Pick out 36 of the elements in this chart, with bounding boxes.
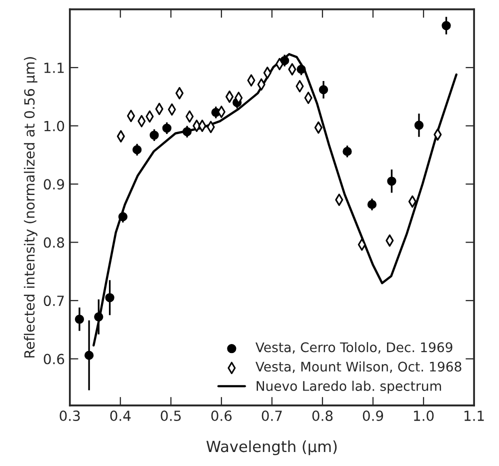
point [182, 127, 192, 136]
x-tick-label: 0.5 [160, 410, 181, 422]
x-tick-label: 0.7 [262, 410, 282, 422]
point [84, 350, 94, 360]
point [342, 146, 352, 156]
point [296, 64, 306, 74]
y-tick-label: 0.8 [44, 237, 64, 248]
y-tick-label: 0.9 [44, 179, 64, 190]
point [318, 85, 328, 94]
point [94, 312, 104, 322]
legend-label: Vesta, Mount Wilson, Oct. 1968 [256, 361, 462, 373]
x-tick-label: 0.3 [60, 410, 80, 422]
point [74, 314, 84, 324]
point [387, 176, 396, 186]
y-axis-title: Reflected intensity (normalized at 0.56 μm) [24, 57, 38, 358]
x-tick-label: 1.1 [464, 410, 484, 421]
x-tick-label: 0.9 [362, 410, 384, 422]
point [118, 212, 128, 222]
point [105, 293, 114, 302]
y-tick-label: 1.0 [44, 120, 64, 132]
point [162, 124, 172, 133]
x-axis-title: Wavelength (μm) [206, 440, 337, 456]
y-tick-label: 0.6 [44, 354, 64, 364]
point [150, 130, 159, 140]
point [442, 21, 451, 30]
legend-label: Nuevo Laredo lab. spectrum [256, 380, 442, 394]
y-tick-label: 1.1 [44, 62, 64, 73]
point [367, 200, 377, 210]
point [414, 120, 424, 130]
x-tick-label: 0.4 [110, 410, 131, 422]
y-tick-label: 0.7 [44, 296, 64, 306]
x-tick-label: 0.8 [312, 410, 333, 422]
x-tick-label: 0.6 [211, 410, 232, 422]
legend-label: Vesta, Cerro Tololo, Dec. 1969 [256, 342, 452, 354]
x-tick-label: 1.0 [414, 410, 434, 422]
point [132, 145, 142, 154]
